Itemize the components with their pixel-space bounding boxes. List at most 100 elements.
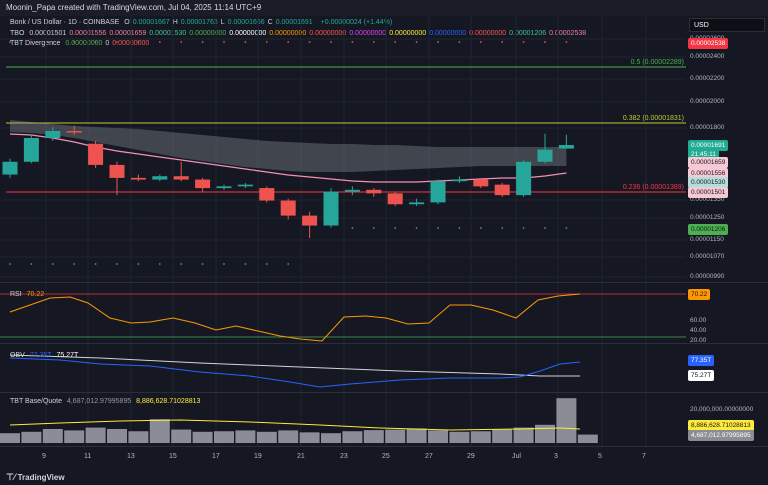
time-tick: 19 (254, 453, 262, 460)
candles[interactable] (2, 125, 574, 238)
candle[interactable] (430, 179, 446, 205)
signal-dot (544, 227, 546, 229)
candle[interactable] (323, 188, 339, 228)
candle-body (409, 202, 425, 205)
candle[interactable] (216, 184, 232, 190)
fib-levels[interactable]: 0.5 (0.00002289) 0.382 (0.00001831) 0.236 … (6, 59, 686, 193)
candle[interactable] (195, 177, 211, 192)
symbol-legend[interactable]: Bonk / US Dollar · 1D · COINBASE O 0.0000… (10, 19, 395, 26)
pane-separator[interactable] (0, 392, 768, 393)
candle[interactable] (366, 188, 382, 197)
tbo-value: 0.00001530 (149, 30, 187, 37)
price-tick: 0.00002000 (690, 98, 725, 105)
rsi-scale[interactable]: 60.00 40.00 20.00 70.22 (686, 283, 768, 344)
obv-ma-line (9, 354, 580, 377)
candle[interactable] (2, 158, 18, 178)
candle[interactable] (409, 198, 425, 207)
base-quote-tag: 4,687,012.97995895 (688, 430, 754, 441)
candle[interactable] (109, 161, 125, 196)
candle[interactable] (302, 211, 318, 238)
rsi-tick: 20.00 (690, 337, 707, 344)
tbo-value: 0.00001501 (29, 30, 67, 37)
time-tick: 25 (382, 453, 390, 460)
signal-dot (244, 41, 247, 43)
candle[interactable] (152, 174, 168, 182)
candle-body (366, 189, 382, 194)
ohlc-key: L (220, 19, 225, 26)
signal-dot (116, 263, 118, 265)
fib-label: 0.236 (0.00001389) (623, 184, 684, 191)
rsi-legend[interactable]: RSI 70.22 (10, 291, 47, 298)
signal-dot (244, 263, 247, 265)
time-tick: 7 (642, 453, 646, 460)
time-tick: 29 (467, 453, 475, 460)
tbo-value: 0.00001659 (109, 30, 147, 37)
signal-dot (479, 41, 482, 43)
signal-dot (415, 227, 418, 229)
volume-bar (535, 424, 555, 443)
volume-bar (385, 429, 406, 443)
symbol-name[interactable]: Bonk / US Dollar · 1D · COINBASE (10, 19, 120, 26)
candle[interactable] (23, 135, 39, 164)
candle[interactable] (88, 140, 104, 169)
candle[interactable] (259, 186, 275, 203)
volume-bar (85, 427, 106, 443)
volume-bar (278, 430, 299, 443)
pane-separator (0, 446, 768, 447)
volume-bar (513, 427, 534, 443)
price-tick: 0.00002200 (690, 75, 725, 82)
candle-body (323, 191, 339, 226)
candle[interactable] (537, 133, 553, 164)
signal-dot (287, 41, 290, 43)
pane-separator[interactable] (0, 343, 768, 344)
obv-label: OBV (10, 352, 25, 359)
candle[interactable] (473, 177, 489, 189)
tbo-value: 0.00000000 (309, 30, 347, 37)
candle[interactable] (494, 182, 510, 197)
volume-bar (21, 431, 42, 443)
base-quote-legend[interactable]: TBT Base/Quote 4,687,012.97995895 8,886,… (10, 398, 203, 405)
candle-body (173, 176, 189, 180)
candle[interactable] (387, 191, 403, 207)
candle[interactable] (130, 174, 146, 182)
base-quote-value-2: 8,886,628.71028813 (136, 398, 201, 405)
signal-dot (223, 41, 225, 43)
pane-separator[interactable] (0, 282, 768, 283)
base-quote-scale[interactable]: 20,000,000.00000000 8,886,628.71028813 4,6… (686, 393, 768, 445)
rsi-line (9, 293, 581, 342)
currency-button[interactable]: USD (689, 18, 765, 32)
candle[interactable] (558, 134, 574, 149)
obv-legend[interactable]: OBV 77.35T 75.27T (10, 352, 81, 359)
candle-body (344, 189, 360, 192)
signal-dot (30, 41, 33, 43)
base-quote-tag: 8,886,628.71028813 (688, 420, 754, 431)
tradingview-logo[interactable]: ⊤⁄ TradingView (6, 472, 65, 483)
rsi-label: RSI (10, 291, 22, 298)
candle[interactable] (516, 160, 532, 197)
candle-body (130, 177, 146, 180)
candle-body (237, 184, 253, 187)
candle[interactable] (66, 125, 82, 136)
candle[interactable] (237, 182, 253, 189)
obv-scale[interactable]: 77.35T 75.27T (686, 344, 768, 390)
candle[interactable] (45, 126, 61, 141)
signal-dot (501, 227, 504, 229)
candle[interactable] (280, 198, 296, 220)
signal-dot (565, 227, 568, 229)
volume-bar (214, 431, 234, 443)
signal-dot (9, 41, 11, 43)
signal-dot (158, 263, 161, 265)
candle[interactable] (451, 176, 467, 183)
candle[interactable] (344, 186, 360, 196)
time-tick: 11 (84, 453, 92, 460)
time-tick: 3 (554, 453, 558, 460)
candle[interactable] (173, 161, 189, 182)
signal-dot (287, 263, 290, 265)
tradingview-logo-icon: ⊤⁄ (6, 472, 16, 482)
signal-dot (265, 263, 268, 265)
rsi-tick: 60.00 (690, 317, 707, 324)
price-tag: 0.00001206 (688, 224, 729, 235)
price-scale[interactable]: 0.000026000.000024000.000022000.00002000… (686, 0, 768, 280)
price-tag: 0.00002538 (688, 38, 729, 49)
